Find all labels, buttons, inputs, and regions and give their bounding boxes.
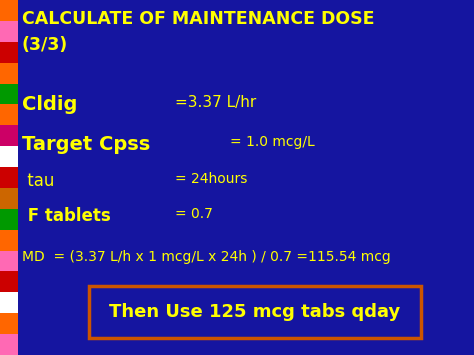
Bar xyxy=(0,334,18,355)
Bar xyxy=(0,83,18,104)
Bar xyxy=(0,0,18,21)
FancyBboxPatch shape xyxy=(89,286,421,338)
Text: =3.37 L/hr: =3.37 L/hr xyxy=(175,95,256,110)
Text: MD  = (3.37 L/h x 1 mcg/L x 24h ) / 0.7 =115.54 mcg: MD = (3.37 L/h x 1 mcg/L x 24h ) / 0.7 =… xyxy=(22,250,391,264)
Bar xyxy=(0,313,18,334)
Bar xyxy=(0,188,18,209)
Bar xyxy=(0,209,18,230)
Bar xyxy=(0,293,18,313)
Bar xyxy=(0,167,18,188)
Bar xyxy=(0,272,18,293)
Bar xyxy=(0,251,18,272)
Bar xyxy=(0,230,18,251)
Bar xyxy=(0,21,18,42)
Bar xyxy=(0,125,18,146)
Text: = 0.7: = 0.7 xyxy=(175,207,213,221)
Text: = 24hours: = 24hours xyxy=(175,172,247,186)
Bar xyxy=(0,104,18,125)
Text: Cldig: Cldig xyxy=(22,95,77,114)
Text: (3/3): (3/3) xyxy=(22,36,68,54)
Text: Then Use 125 mcg tabs qday: Then Use 125 mcg tabs qday xyxy=(109,303,401,321)
Text: tau: tau xyxy=(22,172,55,190)
Text: CALCULATE OF MAINTENANCE DOSE: CALCULATE OF MAINTENANCE DOSE xyxy=(22,10,374,28)
Text: F tablets: F tablets xyxy=(22,207,111,225)
Text: Target Cpss: Target Cpss xyxy=(22,135,150,154)
Bar xyxy=(0,62,18,83)
Text: = 1.0 mcg/L: = 1.0 mcg/L xyxy=(230,135,315,149)
Bar xyxy=(0,146,18,167)
Bar xyxy=(0,42,18,62)
